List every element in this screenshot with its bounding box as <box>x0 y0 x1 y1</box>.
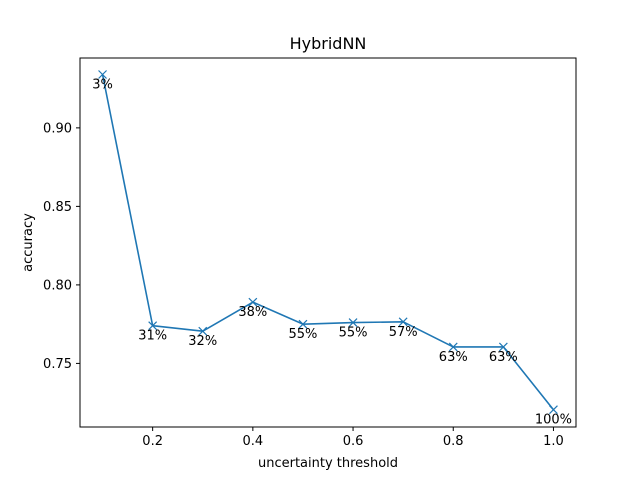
data-label: 100% <box>535 413 572 428</box>
data-label: 31% <box>138 329 167 344</box>
x-tick-label: 0.8 <box>443 434 464 449</box>
y-axis-label: accuracy <box>21 213 36 272</box>
data-label: 57% <box>389 325 418 340</box>
data-point-marker <box>198 326 208 336</box>
data-label: 55% <box>288 327 317 342</box>
marker-stroke <box>549 405 558 415</box>
data-labels: 3% 31% 32% 38% 55% 55% 57% 63% 63% 100% <box>92 77 572 427</box>
marker-stroke <box>298 319 308 329</box>
x-tick-label: 0.4 <box>243 434 264 449</box>
data-point-marker <box>348 318 358 328</box>
data-label: 32% <box>188 334 217 349</box>
data-point-marker <box>549 405 558 415</box>
data-label: 63% <box>489 350 518 365</box>
y-axis-ticks: 0.75 0.80 0.85 0.90 <box>43 121 80 372</box>
y-tick-label: 0.85 <box>43 200 72 215</box>
x-axis-label: uncertainty threshold <box>258 456 398 471</box>
series-layer <box>98 70 558 415</box>
series-line <box>101 74 555 411</box>
data-point-marker <box>98 70 107 79</box>
data-point-marker <box>398 317 408 327</box>
y-tick-label: 0.75 <box>43 357 72 372</box>
axes-frame <box>79 57 577 428</box>
data-point-marker <box>248 297 258 307</box>
marker-stroke <box>198 326 208 336</box>
marker-stroke <box>498 342 508 352</box>
marker-stroke <box>248 297 258 307</box>
x-tick-label: 0.6 <box>343 434 364 449</box>
data-point-marker <box>498 342 508 352</box>
x-axis-ticks: 0.2 0.4 0.6 0.8 1.0 <box>142 427 564 449</box>
chart-title: HybridNN <box>290 34 367 53</box>
y-tick-label: 0.90 <box>43 121 72 136</box>
x-tick-label: 0.2 <box>142 434 163 449</box>
data-point-marker <box>298 319 308 329</box>
data-point-marker <box>148 321 158 331</box>
marker-stroke <box>148 321 158 331</box>
data-point-marker <box>448 342 458 352</box>
marker-stroke <box>98 70 107 79</box>
y-tick-label: 0.80 <box>43 278 72 293</box>
marker-stroke <box>348 318 358 328</box>
data-label: 63% <box>439 350 468 365</box>
marker-stroke <box>448 342 458 352</box>
x-tick-label: 1.0 <box>543 434 564 449</box>
data-label: 38% <box>238 305 267 320</box>
marker-stroke <box>398 317 408 327</box>
data-label: 55% <box>339 326 368 341</box>
data-label: 3% <box>92 77 113 92</box>
